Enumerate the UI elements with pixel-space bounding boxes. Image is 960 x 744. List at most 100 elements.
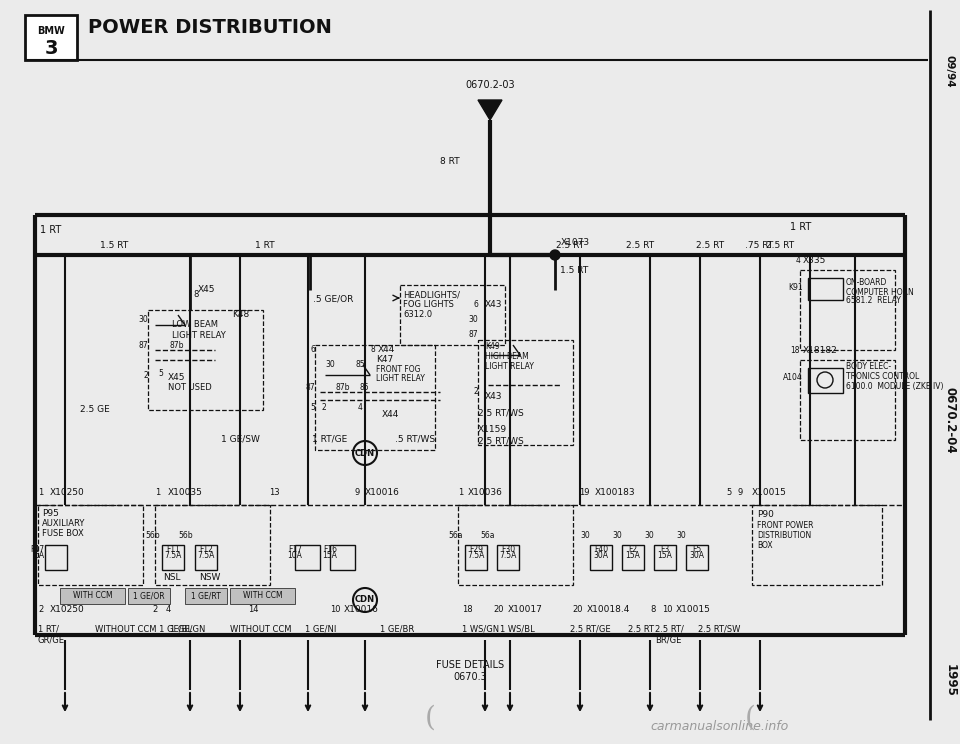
Bar [195,545,217,570]
Text: 1.5 RT: 1.5 RT [100,241,129,250]
Text: X44: X44 [382,410,399,419]
Text: carmanualsonline.info: carmanualsonline.info [651,720,789,733]
Text: F16: F16 [323,545,337,554]
Text: X10015: X10015 [752,488,787,497]
Text: LIGHT RELAY: LIGHT RELAY [172,331,226,340]
Bar [330,545,355,570]
Text: 5: 5 [310,403,315,411]
Text: 7.5A: 7.5A [499,551,516,559]
Text: 87: 87 [468,330,478,339]
Text: 87b: 87b [335,382,349,391]
Text: 30: 30 [468,315,478,324]
Text: COMPUTER HORN: COMPUTER HORN [846,288,914,297]
Text: LOW BEAM: LOW BEAM [172,320,218,329]
Text: HIGH BEAM: HIGH BEAM [485,352,529,361]
Text: X45: X45 [168,373,185,382]
Text: NSL: NSL [163,573,180,582]
Text: 56a: 56a [448,531,463,540]
Text: 56b: 56b [145,531,160,540]
Text: 1.5 RT: 1.5 RT [560,266,588,275]
Text: 1: 1 [38,488,43,497]
Text: F40: F40 [594,545,608,554]
Text: 18: 18 [462,605,472,614]
Text: BODY ELEC-: BODY ELEC- [846,362,891,371]
Text: 85: 85 [360,382,370,391]
Text: K91: K91 [788,283,803,292]
Text: 1 RT: 1 RT [40,225,61,235]
Text: 20: 20 [493,605,503,614]
Text: 2.5 GE: 2.5 GE [80,405,109,414]
Bar [38,505,143,585]
Bar [458,505,573,585]
Bar [590,545,612,570]
Text: F3: F3 [660,545,670,554]
Text: WITHOUT CCM: WITHOUT CCM [230,625,292,634]
Bar [25,15,77,60]
Text: X43: X43 [485,392,502,401]
Circle shape [550,250,560,260]
Text: 3: 3 [44,39,58,58]
Text: 30: 30 [138,315,148,324]
Bar [808,278,843,300]
Text: .75 RT: .75 RT [745,241,773,250]
Text: 30: 30 [612,531,622,540]
Text: 85: 85 [355,360,365,369]
Text: F11: F11 [166,545,180,554]
Text: 2.5 RT: 2.5 RT [628,625,654,634]
Text: 6: 6 [310,345,315,354]
Text: 15A: 15A [626,551,640,559]
Text: LIGHT RELAY: LIGHT RELAY [376,374,425,383]
Text: 19: 19 [580,488,590,497]
Bar [230,588,295,604]
Text: FOG LIGHTS: FOG LIGHTS [403,300,454,309]
Text: 30: 30 [676,531,686,540]
Text: X10250: X10250 [50,605,84,614]
Text: F12: F12 [199,545,213,554]
Text: .5 RT/WS: .5 RT/WS [395,435,435,444]
Text: 1: 1 [155,488,160,497]
Text: 56a: 56a [481,531,495,540]
Text: 5: 5 [158,368,163,377]
Text: X10015: X10015 [676,605,710,614]
Text: AUXILIARY: AUXILIARY [42,519,85,528]
Text: FUSE BOX: FUSE BOX [42,529,84,538]
Bar [155,505,270,585]
Text: 1: 1 [458,488,464,497]
Text: X10036: X10036 [468,488,503,497]
Text: 8: 8 [371,345,375,354]
Bar [752,505,882,585]
Text: 2: 2 [322,403,326,411]
Bar [808,368,843,393]
Bar [686,545,708,570]
Text: 09/94: 09/94 [945,55,955,88]
Text: 2.5 RT/GE: 2.5 RT/GE [570,625,611,634]
Text: X18182: X18182 [803,346,838,355]
Text: 10A: 10A [288,551,302,559]
Text: 6581.2  RELAY: 6581.2 RELAY [846,296,900,305]
Text: WITHOUT CCM 1 GE/BL: WITHOUT CCM 1 GE/BL [95,625,192,634]
Bar [295,545,320,570]
Text: 1 WS/BL: 1 WS/BL [500,625,535,634]
Text: 10: 10 [330,605,341,614]
Text: 2: 2 [473,388,478,397]
Bar [654,545,676,570]
Text: 9: 9 [355,488,360,497]
Text: A104: A104 [783,373,803,382]
Text: F2: F2 [629,545,637,554]
Text: DISTRIBUTION: DISTRIBUTION [757,531,811,540]
Text: (: ( [424,705,436,732]
Text: BMW: BMW [37,26,65,36]
Text: 15A: 15A [658,551,672,559]
Text: X10250: X10250 [50,488,84,497]
Bar [162,545,184,570]
Bar [148,310,263,410]
Text: 2.5 RT: 2.5 RT [626,241,654,250]
Text: 8: 8 [193,290,199,299]
Text: 2.5 RT/WS: 2.5 RT/WS [478,437,524,446]
Text: 2.5 RT: 2.5 RT [766,241,794,250]
Text: X100183: X100183 [595,488,636,497]
Text: 87: 87 [305,382,315,391]
Text: 56b: 56b [179,531,193,540]
Text: 10: 10 [662,605,673,614]
Text: WITH CCM: WITH CCM [73,591,112,600]
